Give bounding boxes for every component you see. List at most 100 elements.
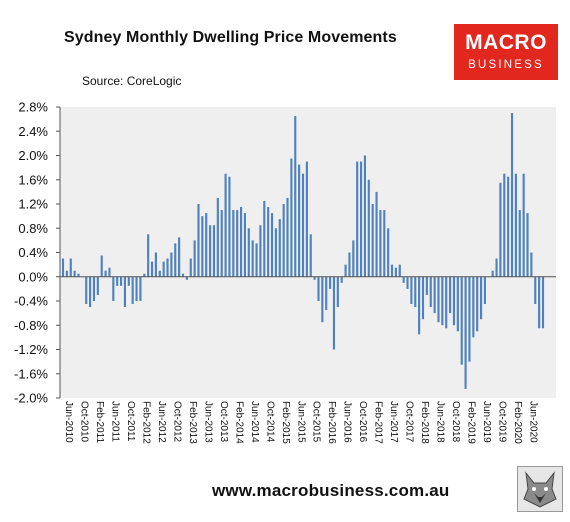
bar	[394, 267, 397, 277]
bar	[503, 173, 506, 277]
bar	[240, 207, 243, 277]
y-tick-label: 0.0%	[18, 269, 48, 284]
bar	[332, 276, 336, 350]
bar	[274, 228, 277, 277]
bar	[383, 210, 386, 277]
bar	[65, 270, 68, 277]
bar	[317, 276, 320, 301]
bar	[185, 276, 188, 280]
y-tick-label: -0.8%	[14, 318, 48, 333]
bar	[301, 173, 305, 277]
bar	[270, 213, 274, 277]
bar	[232, 210, 235, 277]
y-tick-label: -2.0%	[14, 391, 48, 406]
bar	[538, 276, 541, 329]
bar	[321, 276, 324, 323]
x-tick-label: Feb-2018	[419, 401, 430, 444]
logo-line2: BUSINESS	[468, 59, 544, 71]
x-tick-label: Feb-2013	[187, 401, 198, 444]
x-tick-label: Oct-2014	[264, 401, 275, 443]
bar	[170, 252, 173, 277]
bar	[445, 276, 448, 329]
x-tick-label: Feb-2012	[140, 401, 151, 444]
bar	[263, 200, 266, 277]
bar	[127, 276, 130, 286]
bar	[205, 213, 208, 277]
bar	[123, 276, 126, 308]
bar	[228, 176, 231, 277]
bar	[491, 270, 494, 277]
x-tick-label: Oct-2017	[404, 401, 415, 443]
x-tick-label: Oct-2010	[78, 401, 89, 443]
bar	[294, 116, 297, 277]
bar	[143, 273, 146, 277]
bar	[112, 276, 115, 301]
bar	[418, 276, 421, 335]
bar	[390, 264, 394, 277]
x-tick-label: Jun-2015	[295, 401, 306, 443]
bar	[247, 228, 250, 277]
x-tick-label: Feb-2020	[512, 401, 523, 444]
bar	[69, 258, 72, 277]
x-tick-label: Oct-2013	[218, 401, 229, 443]
x-tick-label: Oct-2018	[450, 401, 461, 443]
bar	[286, 197, 289, 277]
bar	[313, 276, 316, 280]
bar	[305, 161, 308, 277]
x-tick-label: Feb-2017	[373, 401, 384, 444]
bar	[104, 270, 107, 277]
bar	[158, 270, 161, 277]
bar	[541, 276, 545, 329]
bar	[452, 276, 456, 326]
bar	[89, 276, 92, 308]
y-tick-label: 2.4%	[18, 124, 48, 139]
chart-title: Sydney Monthly Dwelling Price Movements	[64, 29, 397, 46]
bar	[437, 276, 440, 323]
bar	[85, 276, 88, 305]
bar	[360, 161, 363, 277]
bar	[534, 276, 537, 305]
x-tick-label: Jun-2011	[109, 401, 120, 442]
bar	[166, 258, 169, 277]
bar	[425, 276, 428, 295]
x-tick-label: Jun-2014	[249, 401, 260, 443]
bar	[178, 237, 181, 277]
x-tick-label: Oct-2011	[125, 401, 136, 442]
bar	[282, 204, 285, 277]
x-tick-label: Oct-2019	[497, 401, 508, 443]
logo-line1: MACRO	[465, 31, 547, 54]
x-tick-label: Jun-2010	[63, 401, 74, 443]
bar	[259, 225, 262, 277]
bar	[131, 276, 134, 305]
bar	[414, 276, 417, 308]
bar	[456, 276, 459, 332]
bar	[348, 252, 351, 277]
bar	[329, 276, 332, 289]
bar	[193, 240, 196, 277]
bar	[526, 213, 529, 277]
bar	[147, 234, 150, 277]
bar	[290, 158, 293, 277]
bar	[429, 276, 432, 308]
bar	[77, 273, 80, 277]
bar	[150, 261, 154, 277]
bar	[92, 276, 96, 301]
bar	[379, 210, 382, 277]
x-tick-label: Jun-2012	[156, 401, 167, 443]
bar	[197, 204, 200, 277]
bar	[476, 276, 479, 332]
x-tick-label: Jun-2019	[481, 401, 492, 443]
bar	[433, 276, 436, 314]
bar	[402, 276, 405, 283]
bar	[514, 173, 517, 277]
bar	[340, 276, 343, 283]
bar	[499, 182, 502, 277]
bar	[135, 276, 138, 301]
bar	[375, 191, 378, 277]
bar	[441, 276, 444, 326]
bar	[464, 276, 467, 389]
bar	[495, 258, 498, 277]
bar	[336, 276, 339, 308]
x-tick-label: Feb-2011	[94, 401, 105, 444]
